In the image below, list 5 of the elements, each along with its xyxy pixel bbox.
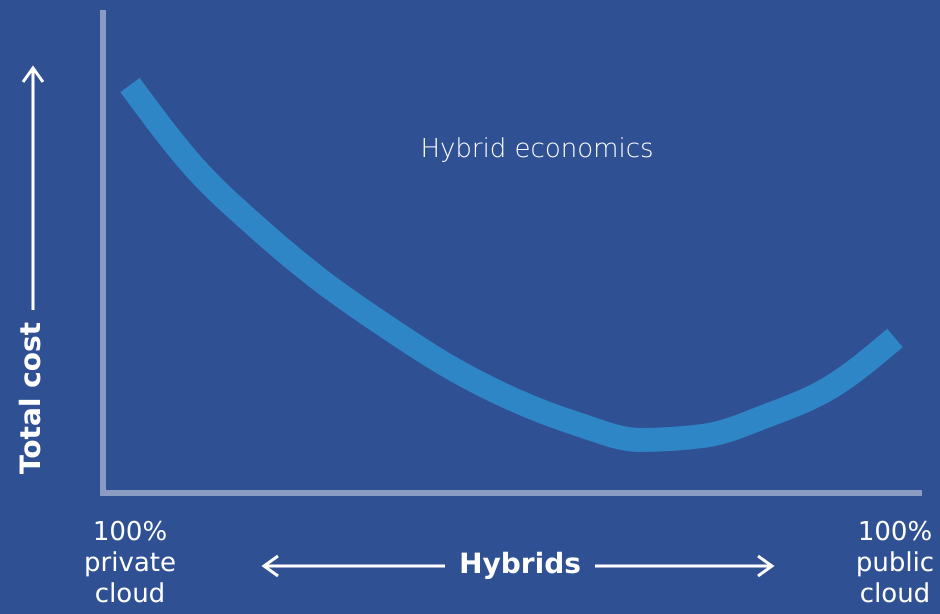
text: Hybrid economics <box>420 134 654 164</box>
y-axis-title: Total cost <box>14 322 47 474</box>
x-tick-label: 100% private cloud <box>84 517 176 609</box>
x-axis-title: Hybrids <box>459 547 581 580</box>
x-tick-label: 100% public cloud <box>856 517 934 609</box>
